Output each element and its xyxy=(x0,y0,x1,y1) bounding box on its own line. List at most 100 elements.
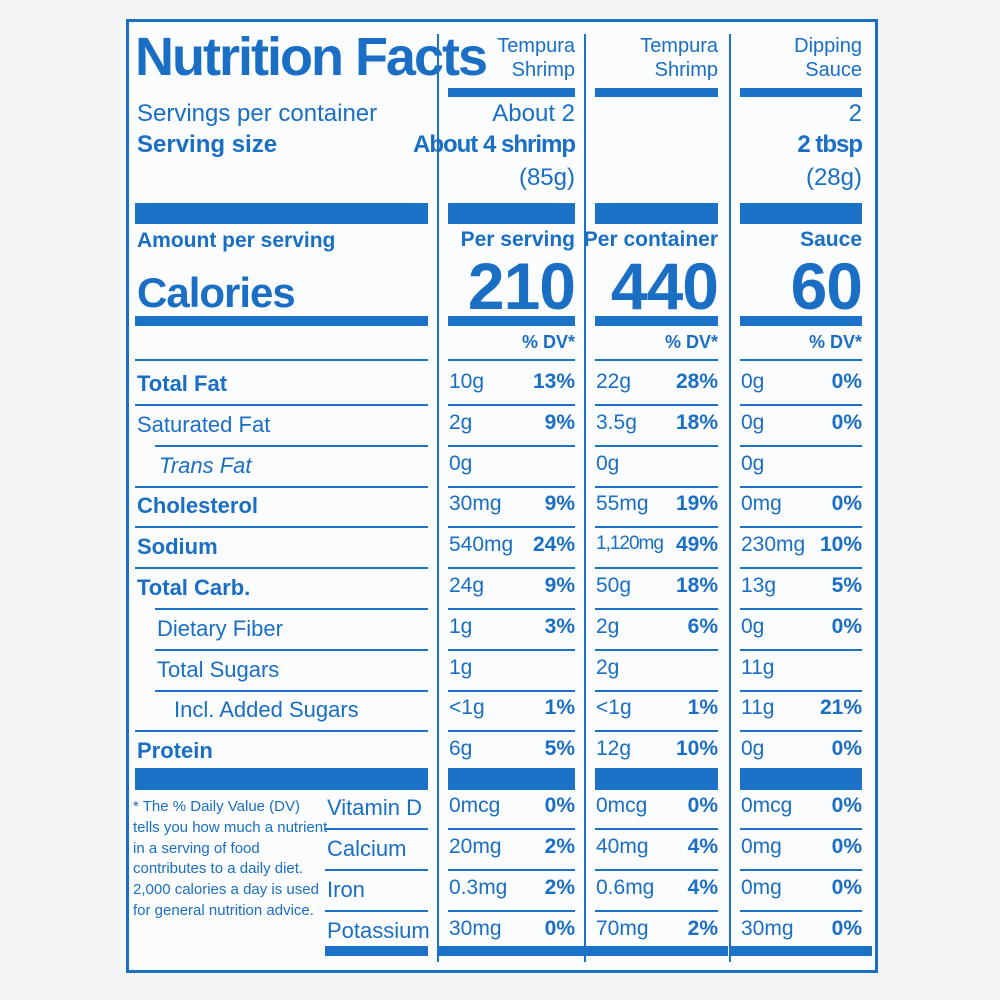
serving-grams: (28g) xyxy=(805,164,862,191)
amount-value: 1,120mg xyxy=(596,533,664,555)
calories-value: 440 xyxy=(610,249,719,323)
amount-value: 0g xyxy=(741,451,765,475)
servings-label: Servings per container xyxy=(137,100,378,127)
vitamin-name: Vitamin D xyxy=(327,795,422,820)
thick-bar xyxy=(740,768,862,790)
amount-value: 540mg xyxy=(449,533,514,557)
rule xyxy=(740,485,862,488)
rule xyxy=(448,828,575,830)
thick-bar xyxy=(448,203,575,224)
amount-value: 30mg xyxy=(449,917,502,940)
medium-bar xyxy=(740,88,862,97)
column-heading: Tempura Shrimp xyxy=(640,35,718,81)
medium-bar xyxy=(595,88,718,97)
rule xyxy=(155,444,428,447)
serving-size-value: 2 tbsp xyxy=(797,131,863,158)
rule xyxy=(595,359,718,361)
nutrient-name: Incl. Added Sugars xyxy=(174,697,359,723)
amount-value: 0mg xyxy=(741,876,782,899)
dv-value: 24% xyxy=(532,533,575,557)
vitamin-name: Potassium xyxy=(327,918,430,943)
dv-heading: % DV* xyxy=(521,332,575,352)
amount-value: 0g xyxy=(741,410,765,434)
rule xyxy=(448,648,575,651)
dv-heading: % DV* xyxy=(664,332,718,352)
column-divider xyxy=(729,34,731,962)
amount-value: 1g xyxy=(449,614,473,638)
amount-value: 0mcg xyxy=(741,794,793,817)
amount-label: Amount per serving xyxy=(137,229,336,252)
rule xyxy=(595,608,718,610)
column-divider xyxy=(584,34,586,962)
rule xyxy=(448,689,575,692)
dv-value: 1% xyxy=(544,696,575,720)
dv-value: 5% xyxy=(831,574,862,597)
dv-value: 3% xyxy=(544,614,575,638)
rule xyxy=(155,689,428,692)
rule xyxy=(740,444,862,447)
rule xyxy=(595,567,718,570)
rule xyxy=(135,567,428,570)
medium-bar xyxy=(448,316,575,326)
rule xyxy=(740,869,862,871)
serving-size-value: About 4 shrimp xyxy=(412,131,576,158)
vitamin-name: Calcium xyxy=(327,836,407,861)
amount-value: 55mg xyxy=(596,492,649,516)
nutrient-name: Cholesterol xyxy=(137,493,259,519)
dv-value: 0% xyxy=(544,917,575,940)
rule xyxy=(595,910,718,912)
rule xyxy=(325,910,428,912)
rule xyxy=(448,404,575,406)
rule xyxy=(740,910,862,912)
dv-value: 9% xyxy=(544,410,575,434)
amount-value: 3.5g xyxy=(596,410,637,434)
dv-value: 5% xyxy=(544,737,575,761)
thick-bar xyxy=(135,203,428,224)
rule xyxy=(448,485,575,488)
rule xyxy=(135,485,428,488)
rule xyxy=(448,567,575,570)
amount-value: 230mg xyxy=(741,533,806,557)
column-heading: Dipping Sauce xyxy=(794,35,862,81)
dv-value: 0% xyxy=(831,492,862,516)
amount-value: 24g xyxy=(449,574,485,597)
title: Nutrition Facts xyxy=(135,27,488,87)
dv-value: 0% xyxy=(544,794,575,817)
rule xyxy=(448,910,575,912)
servings-value: About 2 xyxy=(492,100,575,127)
nutrient-name: Total Fat xyxy=(137,371,228,396)
dv-value: 21% xyxy=(819,696,862,720)
dv-value: 0% xyxy=(831,737,862,761)
dv-value: 10% xyxy=(819,533,862,557)
rule xyxy=(135,730,428,733)
dv-value: 2% xyxy=(544,835,575,858)
amount-value: 0g xyxy=(596,451,620,475)
amount-value: 70mg xyxy=(596,917,649,940)
thick-bar xyxy=(135,768,428,790)
dv-value: 2% xyxy=(687,917,718,940)
dv-value: 18% xyxy=(675,410,718,434)
rule xyxy=(448,526,575,529)
amount-value: 50g xyxy=(596,574,632,597)
rule xyxy=(740,526,862,529)
amount-value: 1g xyxy=(449,655,473,679)
amount-value: 11g xyxy=(741,655,775,679)
amount-value: 6g xyxy=(449,737,473,761)
dv-value: 4% xyxy=(687,835,718,858)
nutrient-name: Total Carb. xyxy=(137,575,251,600)
amount-value: 12g xyxy=(596,737,632,761)
rule xyxy=(135,359,428,361)
dv-value: 4% xyxy=(687,876,718,899)
dv-value: 0% xyxy=(687,794,718,817)
rule xyxy=(448,730,575,733)
amount-value: 0mg xyxy=(741,835,782,858)
amount-heading: Per serving xyxy=(460,228,575,251)
amount-heading: Sauce xyxy=(800,228,862,251)
medium-bar xyxy=(740,316,862,326)
serving-grams: (85g) xyxy=(518,164,575,191)
footnote: * The % Daily Value (DV) tells you how m… xyxy=(133,798,328,919)
calories-value: 210 xyxy=(467,249,576,323)
amount-value: <1g xyxy=(449,696,485,720)
dv-value: 49% xyxy=(675,533,718,557)
medium-bar xyxy=(730,946,872,956)
